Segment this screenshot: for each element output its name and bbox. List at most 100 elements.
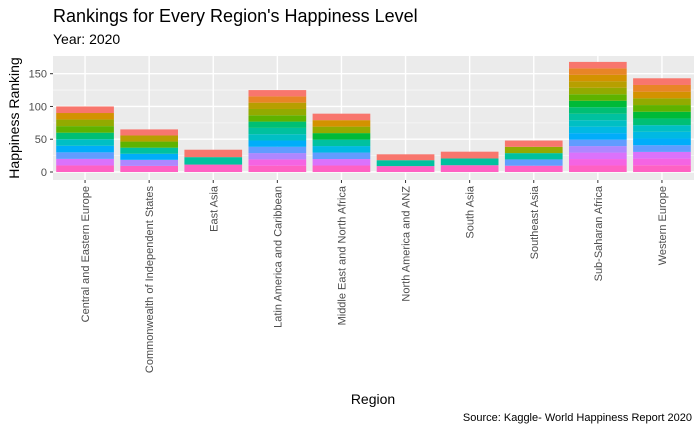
bar-segment: [248, 121, 307, 128]
bar-segment: [569, 146, 627, 153]
bar-segment: [120, 153, 178, 160]
bar-segment: [248, 115, 307, 122]
bar-stack: [633, 78, 691, 172]
bar-stack: [376, 154, 435, 172]
chart-title: Rankings for Every Region's Happiness Le…: [53, 6, 418, 26]
bar-segment: [120, 159, 178, 166]
bar-segment: [633, 151, 691, 159]
bar-segment: [633, 145, 691, 152]
bar-segment: [569, 100, 627, 108]
bar-segment: [248, 127, 307, 135]
bar-stack: [440, 151, 499, 172]
bar-segment: [120, 165, 178, 172]
x-tick-label: Sub-Saharan Africa: [593, 185, 605, 281]
bar-segment: [312, 113, 371, 121]
bar-segment: [569, 113, 627, 121]
bar-segment: [569, 87, 627, 95]
chart-subtitle: Year: 2020: [53, 31, 120, 47]
bar-segment: [312, 146, 371, 153]
x-tick-label: North America and ANZ: [401, 186, 413, 302]
bar-segment: [633, 131, 691, 139]
bar-segment: [569, 165, 627, 172]
bar-segment: [56, 165, 114, 172]
bar-stack: [120, 129, 178, 172]
y-axis-title: Happiness Ranking: [6, 57, 22, 178]
bar-segment: [248, 146, 307, 154]
bar-segment: [184, 164, 243, 172]
bar-segment: [569, 159, 627, 166]
bar-segment: [633, 138, 691, 146]
bar-segment: [248, 140, 307, 147]
bar-segment: [120, 135, 178, 142]
bar-stack: [312, 113, 371, 172]
bar-segment: [504, 165, 563, 172]
bar-segment: [56, 132, 114, 140]
bar-segment: [56, 113, 114, 120]
bar-segment: [569, 139, 627, 147]
bar-segment: [376, 166, 435, 172]
x-tick-label: Central and Eastern Europe: [80, 186, 92, 322]
bar-segment: [120, 141, 178, 148]
bar-segment: [248, 159, 307, 166]
x-tick-label: Middle East and North Africa: [336, 185, 348, 325]
bar-segment: [56, 158, 114, 166]
chart-caption: Source: Kaggle- World Happiness Report 2…: [463, 412, 692, 424]
bar-segment: [248, 153, 307, 160]
y-tick-label: 150: [29, 69, 47, 81]
bar-segment: [633, 165, 691, 172]
y-tick-label: 0: [41, 167, 47, 179]
y-axis: 0 50 100 150: [29, 69, 53, 179]
bar-segment: [56, 152, 114, 159]
bar-stack: [248, 90, 307, 172]
bar-segment: [56, 106, 114, 114]
bar-segment: [569, 68, 627, 75]
bar-segment: [440, 151, 499, 159]
bar-segment: [569, 61, 627, 69]
bar-stack: [56, 106, 114, 172]
bar-segment: [569, 120, 627, 127]
bar-segment: [248, 134, 307, 141]
y-tick-label: 50: [35, 134, 47, 146]
bar-segment: [504, 140, 563, 147]
bar-segment: [376, 160, 435, 167]
x-tick-label: Commonwealth of Independent States: [144, 186, 156, 374]
bar-segment: [248, 102, 307, 109]
bar-segment: [120, 147, 178, 154]
bar-segment: [312, 126, 371, 134]
bar-segment: [56, 145, 114, 153]
bar-segment: [569, 152, 627, 160]
bar-segment: [440, 158, 499, 166]
bar-segment: [56, 119, 114, 127]
bar-segment: [312, 133, 371, 140]
y-tick-label: 100: [29, 101, 47, 113]
bar-segment: [504, 159, 563, 166]
x-tick-label: South Asia: [465, 185, 477, 238]
bar-segment: [184, 149, 243, 158]
bar-segment: [248, 108, 307, 116]
x-tick-label: Latin America and Caribbean: [272, 186, 284, 328]
bar-stack: [569, 61, 627, 172]
x-axis-title: Region: [351, 391, 395, 407]
bar-segment: [569, 126, 627, 134]
x-tick-label: Southeast Asia: [529, 185, 541, 259]
bar-segment: [633, 78, 691, 85]
bar-segment: [633, 125, 691, 132]
bar-segment: [633, 158, 691, 166]
bar-segment: [248, 90, 307, 97]
bar-segment: [440, 165, 499, 172]
bar-segment: [120, 129, 178, 136]
bar-segment: [312, 120, 371, 127]
bar-segment: [56, 126, 114, 133]
bar-segment: [312, 152, 371, 160]
bar-segment: [569, 81, 627, 88]
bar-segment: [633, 84, 691, 92]
bar-segment: [569, 107, 627, 114]
bar-segment: [504, 153, 563, 160]
bar-segment: [633, 91, 691, 99]
bar-segment: [633, 111, 691, 119]
x-tick-label: East Asia: [208, 185, 220, 232]
x-tick-label: Western Europe: [657, 186, 669, 265]
bar-segment: [248, 96, 307, 103]
bar-segment: [633, 105, 691, 112]
